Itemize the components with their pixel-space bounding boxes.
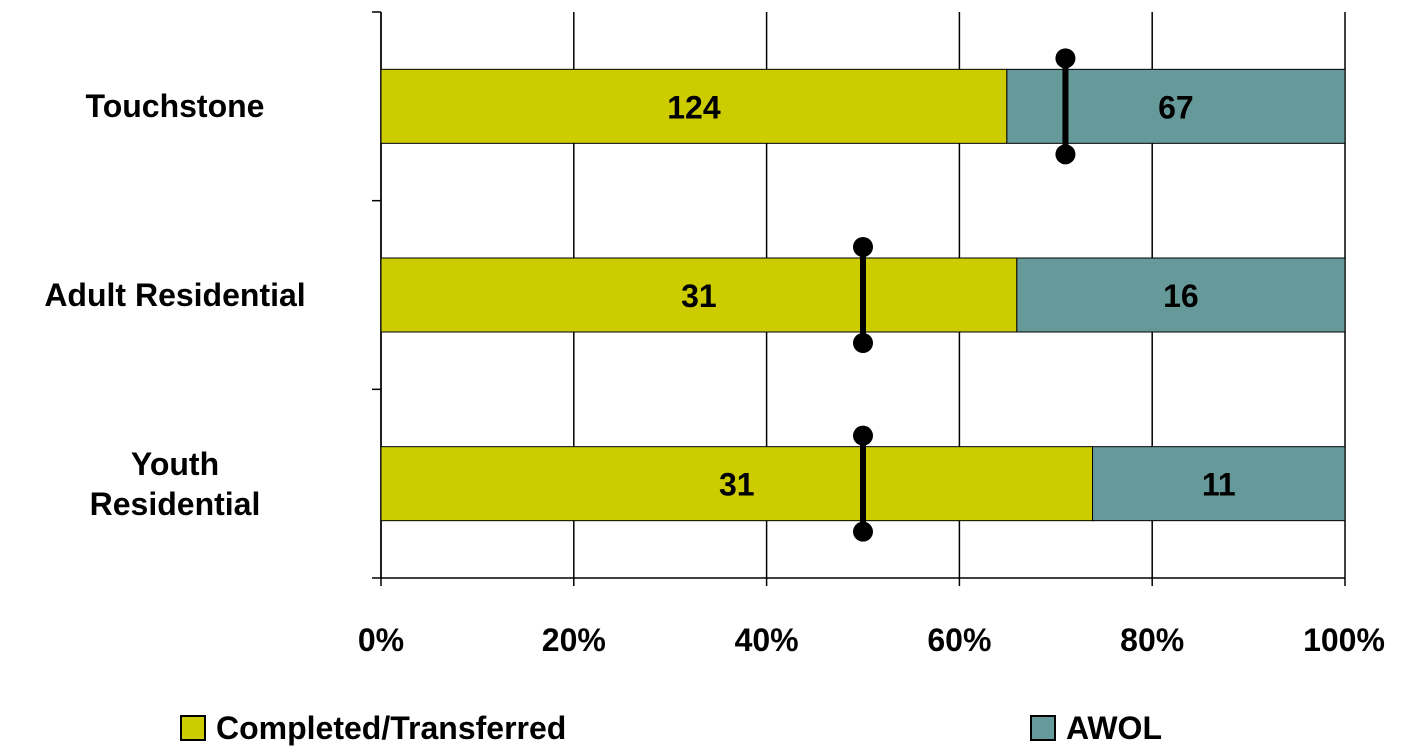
data-label-2-1: 11 [1202, 467, 1236, 503]
x-tick-label-1: 20% [541, 622, 606, 658]
marker-dot-top-1 [853, 237, 873, 257]
data-label-0-1: 67 [1158, 89, 1194, 125]
marker-dot-top-2 [853, 425, 873, 446]
category-label-0: Touchstone [85, 88, 265, 125]
legend-label-completed: Completed/Transferred [216, 709, 567, 746]
x-tick-label-2: 40% [734, 622, 799, 658]
chart-plot: 124 67 31 16 31 11 [372, 11, 1346, 586]
data-label-1-0: 31 [681, 278, 717, 314]
bar-0-0 [380, 68, 1008, 144]
legend-item-completed: Completed/Transferred [180, 708, 566, 748]
x-tick-label-5: 100% [1303, 622, 1385, 658]
x-tick-label-3: 60% [927, 622, 992, 658]
x-tick-label-0: 0% [357, 622, 405, 658]
legend-swatch-completed [180, 715, 206, 741]
legend-label-awol: AWOL [1066, 709, 1162, 746]
x-tick-label-4: 80% [1120, 622, 1185, 658]
legend-item-awol: AWOL [1030, 708, 1162, 748]
data-label-1-1: 16 [1163, 278, 1199, 314]
category-label-2: Youth Residential [89, 445, 261, 522]
marker-dot-bottom-1 [853, 333, 873, 353]
bar-1-0 [380, 257, 1018, 333]
legend-swatch-awol [1030, 715, 1056, 741]
bar-2-1 [1092, 446, 1346, 522]
category-label-1: Adult Residential [44, 277, 306, 313]
data-label-0-0: 124 [667, 89, 721, 125]
bar-1-1 [1016, 257, 1346, 333]
bar-2-0 [380, 446, 1094, 522]
marker-dot-bottom-0 [1055, 144, 1076, 165]
marker-dot-top-0 [1055, 48, 1076, 69]
data-label-2-0: 31 [719, 467, 755, 503]
marker-dot-bottom-2 [853, 521, 873, 542]
